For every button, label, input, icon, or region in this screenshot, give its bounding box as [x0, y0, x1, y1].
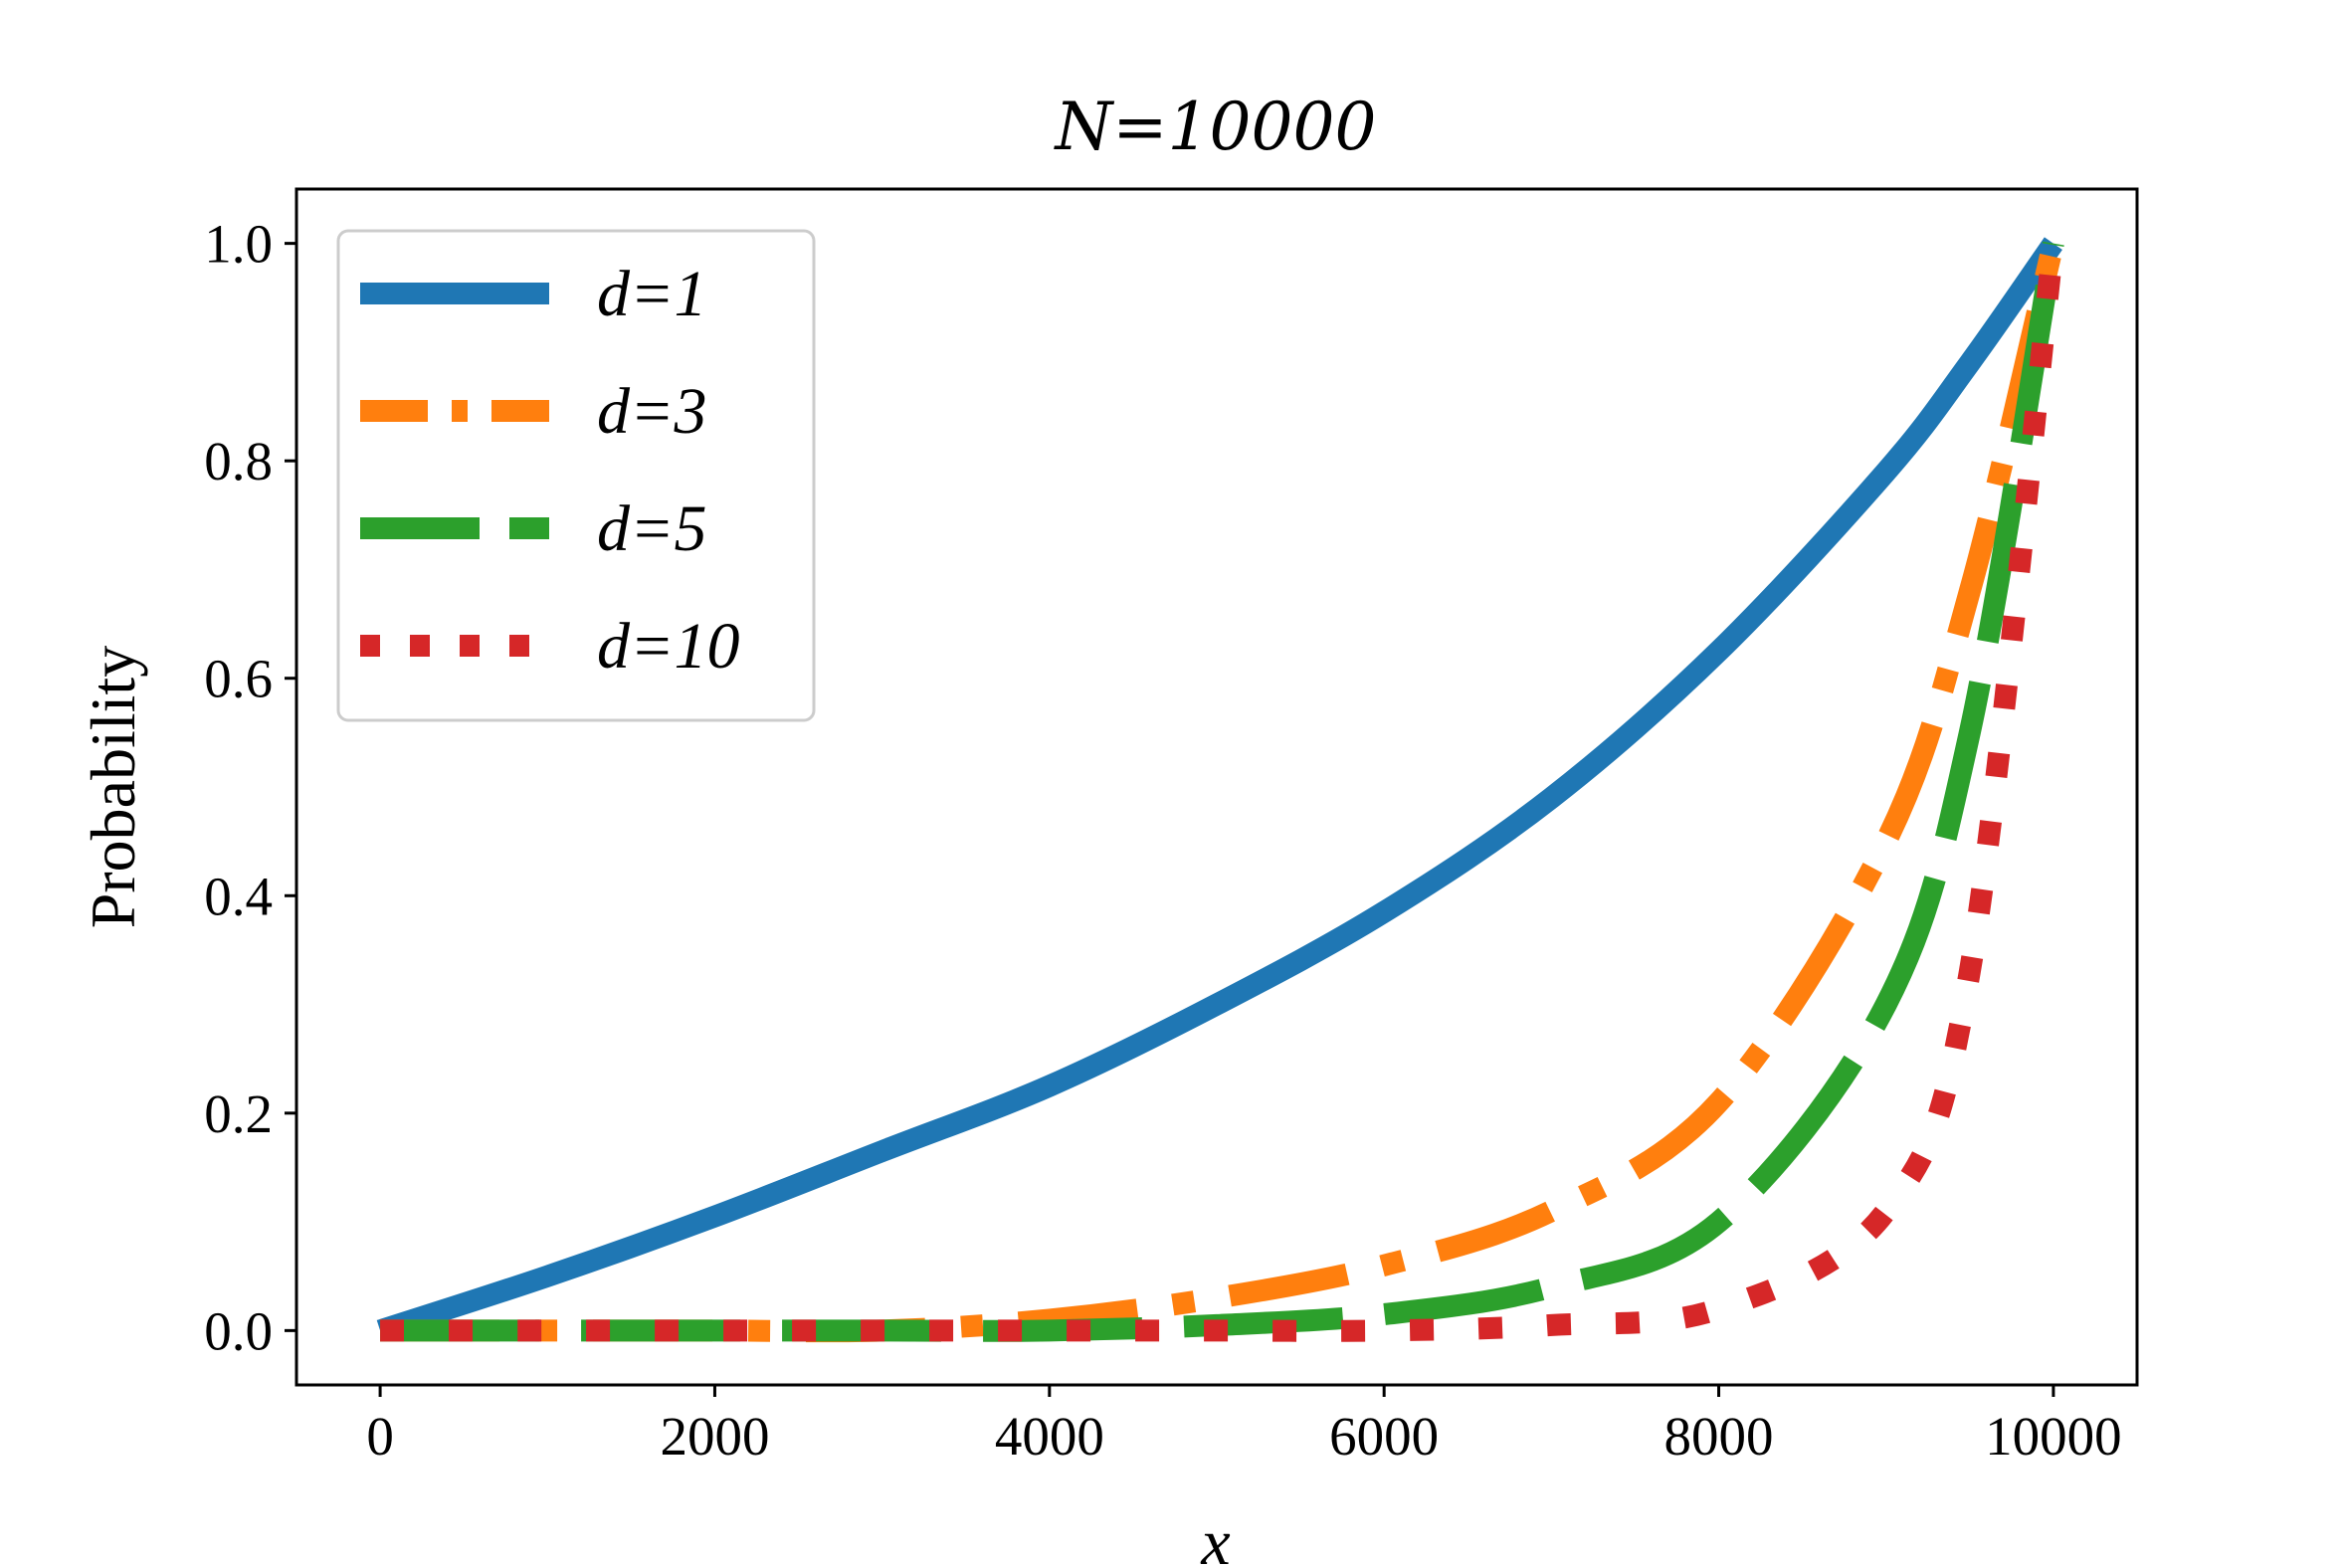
x-axis-ticks: 0 2000 4000 6000 8000 10000	[366, 1385, 2122, 1467]
x-tick-label: 4000	[995, 1406, 1104, 1467]
y-axis-ticks: 0.0 0.2 0.4 0.6 0.8 1.0	[204, 214, 296, 1361]
series-line-d-1	[376, 237, 2062, 1341]
legend-box	[336, 229, 816, 722]
series-line-d-3	[380, 241, 2064, 1343]
legend-label: d=1	[597, 258, 707, 330]
y-tick-label: 0.2	[204, 1083, 273, 1144]
y-axis-label: Probability	[78, 646, 148, 928]
series-layer	[376, 237, 2064, 1343]
y-tick-label: 1.0	[204, 214, 273, 275]
legend-label: d=10	[597, 610, 740, 683]
x-tick-label: 2000	[660, 1406, 769, 1467]
y-tick-label: 0.6	[204, 649, 273, 709]
legend-label: d=3	[597, 375, 707, 448]
legend: d=1 d=3 d=5 d=10	[336, 229, 816, 722]
legend-label: d=5	[597, 492, 707, 565]
x-tick-label: 0	[366, 1406, 394, 1467]
x-tick-label: 8000	[1664, 1406, 1774, 1467]
chart-title: N=10000	[1053, 89, 1376, 165]
x-axis-label: x	[1200, 1506, 1230, 1568]
series-line-d-5	[380, 241, 2064, 1342]
plot-frame	[294, 187, 2139, 1387]
y-tick-label: 0.0	[204, 1300, 273, 1361]
y-tick-label: 0.8	[204, 431, 273, 491]
x-tick-label: 10000	[1985, 1406, 2122, 1467]
series-line-d-10	[380, 242, 2064, 1342]
x-tick-label: 6000	[1329, 1406, 1439, 1467]
y-tick-label: 0.4	[204, 866, 273, 926]
